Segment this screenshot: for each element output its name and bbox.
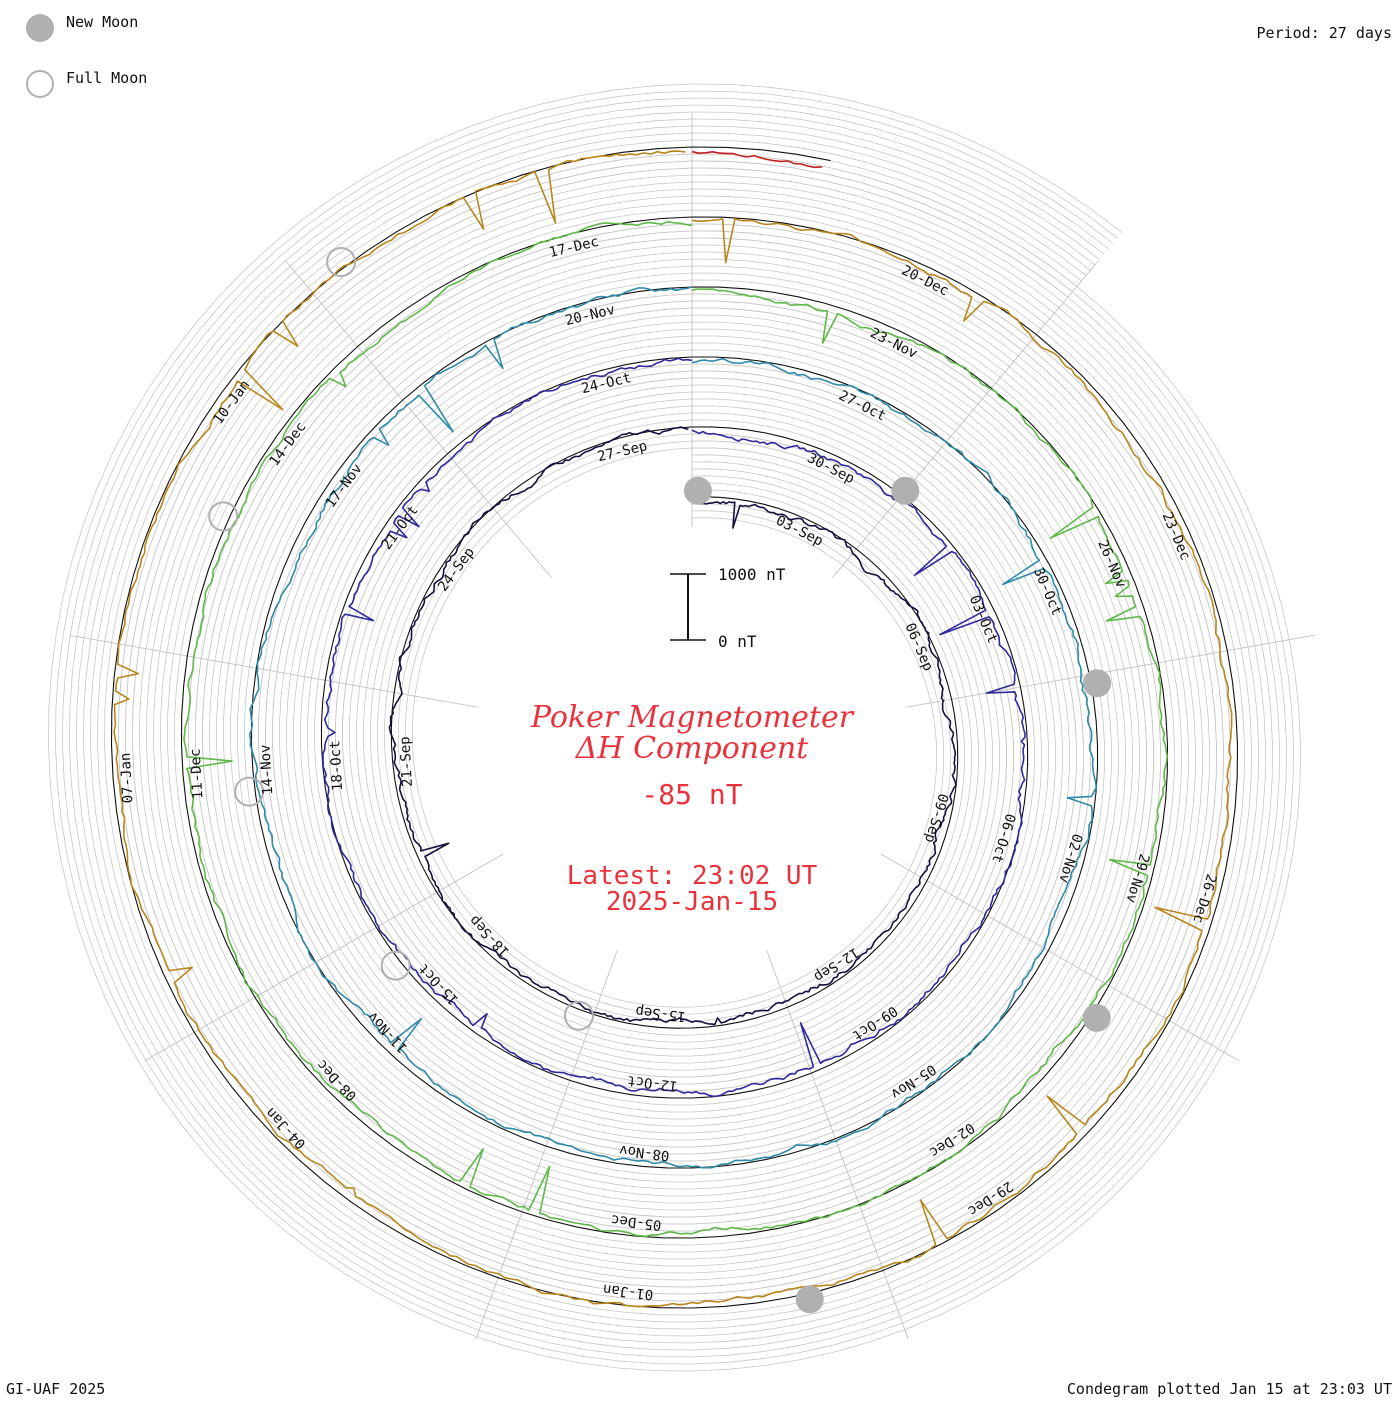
- new-moon-icon: [26, 14, 54, 42]
- radial-spoke: [906, 634, 1315, 708]
- date-tick-label: 21-Oct: [379, 503, 422, 553]
- date-tick-label: 01-Jan: [602, 1281, 654, 1303]
- series-revolution-3: [248, 286, 1097, 1169]
- latest-date: 2025-Jan-15: [606, 887, 778, 917]
- date-tick-label: 03-Oct: [966, 593, 1001, 646]
- legend-full-moon-label: Full Moon: [66, 69, 148, 87]
- scale-bar: 1000 nT 0 nT: [670, 565, 786, 651]
- date-tick-label: 04-Jan: [263, 1104, 309, 1152]
- date-tick-label: 12-Oct: [626, 1072, 678, 1094]
- footer-credit: GI-UAF 2025: [6, 1380, 106, 1398]
- new-moon-marker: [1082, 1003, 1111, 1032]
- date-tick-label: 26-Nov: [1094, 538, 1129, 591]
- reference-circles: [110, 146, 1239, 1309]
- full-moon-marker: [326, 247, 357, 277]
- date-tick-label: 15-Sep: [635, 1003, 687, 1025]
- date-tick-label: 05-Dec: [610, 1211, 662, 1233]
- date-tick-label: 08-Nov: [618, 1142, 670, 1164]
- series-layer: [113, 150, 1233, 1308]
- latest-time: Latest: 23:02 UT: [567, 861, 818, 891]
- date-tick-label: 26-Dec: [1189, 872, 1219, 925]
- legend-full-moon: Full Moon: [26, 69, 148, 98]
- legend-new-moon-label: New Moon: [66, 13, 139, 31]
- radial-spoke: [766, 949, 909, 1340]
- date-tick-label: 27-Sep: [596, 438, 649, 465]
- date-tick-label: 11-Dec: [188, 748, 207, 799]
- zero-reference-spiral: [110, 146, 1239, 1309]
- full-moon-marker: [234, 776, 265, 807]
- date-tick-label: 21-Sep: [397, 736, 416, 787]
- current-value: -85 nT: [641, 778, 742, 811]
- date-tick-label: 10-Jan: [210, 377, 253, 427]
- period-label: Period: 27 days: [1256, 24, 1392, 42]
- series-revolution-1: [388, 426, 957, 1026]
- series-revolution-4: [183, 220, 1168, 1238]
- grid-layer: [48, 83, 1315, 1372]
- radial-spoke: [285, 260, 553, 579]
- full-moon-marker: [563, 1000, 594, 1031]
- date-tick-label: 09-Sep: [921, 792, 951, 845]
- date-tick-label: 30-Oct: [1030, 565, 1065, 618]
- date-tick-label: 17-Nov: [323, 461, 366, 511]
- chart-title-line2: ΔH Component: [575, 731, 809, 766]
- new-moon-marker: [891, 476, 920, 505]
- footer-plot-time: Condegram plotted Jan 15 at 23:03 UT: [1066, 1380, 1392, 1398]
- series-revolution-5: [113, 150, 1233, 1308]
- date-tick-label: 02-Dec: [926, 1119, 977, 1160]
- chart-title-line1: Poker Magnetometer: [530, 700, 855, 735]
- scale-bar-top-label: 1000 nT: [718, 565, 786, 584]
- date-tick-label: 23-Dec: [1159, 510, 1194, 563]
- radial-spoke: [831, 260, 1099, 579]
- legend-new-moon: New Moon: [26, 13, 139, 42]
- new-moon-marker: [1083, 669, 1112, 698]
- date-tick-label: 18-Oct: [327, 740, 346, 791]
- full-moon-marker: [208, 501, 239, 532]
- date-tick-label: 14-Nov: [257, 744, 276, 795]
- date-tick-label: 07-Jan: [118, 752, 137, 803]
- radial-spoke: [144, 853, 504, 1062]
- radial-spoke: [880, 853, 1240, 1062]
- radial-spoke: [69, 634, 478, 708]
- moon-markers: [208, 247, 1112, 1314]
- new-moon-marker: [795, 1285, 824, 1314]
- full-moon-marker: [380, 950, 411, 981]
- date-tick-label: 08-Dec: [314, 1056, 360, 1104]
- new-moon-marker: [683, 476, 712, 505]
- series-revolution-2: [322, 357, 1026, 1097]
- date-tick-label: 18-Sep: [467, 912, 513, 960]
- scale-bar-bottom-label: 0 nT: [718, 632, 757, 651]
- full-moon-icon: [26, 70, 54, 98]
- date-tick-label: 02-Nov: [1055, 832, 1085, 885]
- date-tick-label: 06-Sep: [901, 621, 936, 674]
- series-revolution-6: [691, 150, 822, 169]
- date-tick-label: 15-Oct: [416, 960, 462, 1008]
